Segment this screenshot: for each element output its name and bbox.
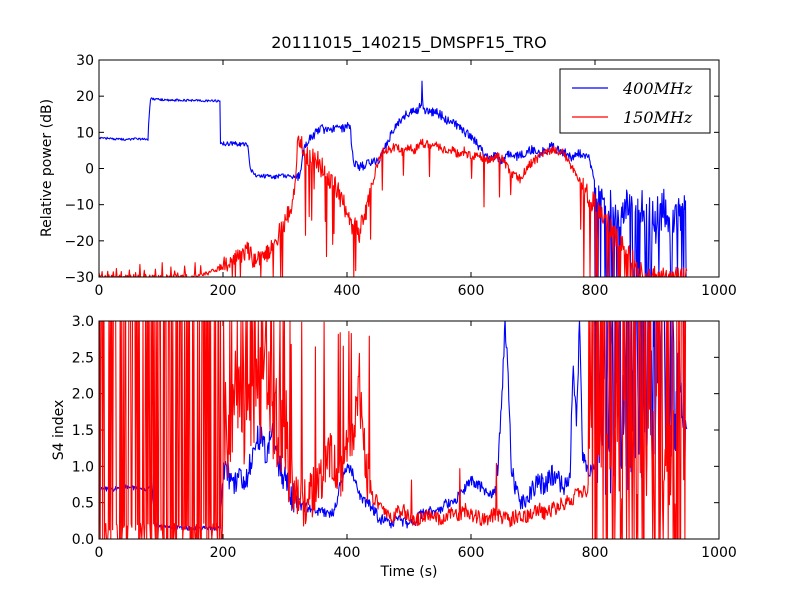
s4-y-tick-label: 2.0 [72,387,94,403]
power-axes-frame [98,59,720,278]
power-plot-area [99,80,688,277]
s4-y-tick-label: 2.5 [72,350,94,366]
time-x-label: Time (s) [380,564,438,580]
legend-box [559,68,711,134]
power-y-tick-label: −20 [64,234,94,250]
power-y-tick-label: −30 [64,270,94,286]
power-y-tick-label: −10 [64,198,94,214]
s4-y-tick-label: 0.5 [72,496,94,512]
power-x-tick-label: 0 [95,283,104,299]
s4-y-tick-label: 1.5 [72,423,94,439]
s4-x-tick-label: 200 [210,545,237,561]
legend: 400MHz 150MHz [559,68,711,134]
s4-y-tick-label: 0.0 [72,532,94,548]
power-y-tick-label: 30 [76,53,94,69]
s4-y-tick-label: 3.0 [72,314,94,330]
s4-series-s4_150 [99,321,687,539]
s4-plot-area [99,321,688,539]
s4-x-tick-label: 400 [334,545,361,561]
power-x-tick-label: 600 [458,283,485,299]
power-x-tick-label: 200 [210,283,237,299]
s4-axes-frame [98,320,720,540]
s4-x-tick-label: 0 [95,545,104,561]
s4-x-tick-label: 800 [582,545,609,561]
power-y-tick-label: 20 [76,89,94,105]
s4-y-tick-label: 1.0 [72,459,94,475]
power-x-tick-label: 400 [334,283,361,299]
power-series-400mhz [99,80,687,277]
power-panel: 20111015_140215_DMSPF15_TRO 0 200 400 600 80… [39,33,737,299]
s4-x-tick-label: 1000 [701,545,737,561]
power-x-tick-label: 1000 [701,283,737,299]
power-y-tick-label: 0 [85,162,94,178]
s4-panel: 0 200 400 600 800 1000 0.0 0.5 1.0 1.5 2.0 2.5 3.0 S… [51,314,737,580]
legend-label-150: 150MHz [623,108,693,127]
power-x-tick-label: 800 [582,283,609,299]
power-y-label: Relative power (dB) [39,99,55,237]
power-y-tick-label: 10 [76,125,94,141]
s4-axis-ticks: 0 200 400 600 800 1000 0.0 0.5 1.0 1.5 2.0 2.5 3.0 [72,314,737,561]
s4-y-label: S4 index [51,400,67,461]
chart-title: 20111015_140215_DMSPF15_TRO [271,33,547,53]
legend-label-400: 400MHz [622,79,693,98]
s4-x-tick-label: 600 [458,545,485,561]
power-series-150mhz [99,135,688,277]
